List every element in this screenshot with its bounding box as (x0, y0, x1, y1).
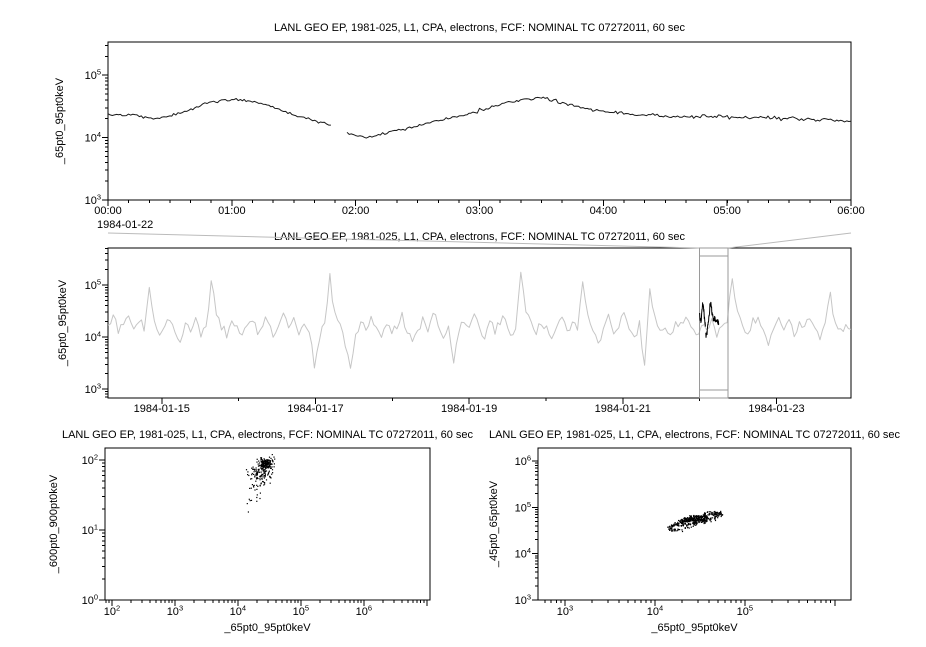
zoom-connector-left (107, 232, 700, 249)
panel-scatter-left: LANL GEO EP, 1981-025, L1, CPA, electron… (48, 429, 474, 634)
svg-text:01:00: 01:00 (218, 205, 246, 217)
svg-text:03:00: 03:00 (466, 205, 494, 217)
top-series-line (107, 98, 331, 126)
svg-text:103: 103 (85, 382, 101, 397)
plot-area[interactable] (107, 247, 852, 399)
plot-title: LANL GEO EP, 1981-025, L1, CPA, electron… (62, 429, 474, 441)
svg-text:104: 104 (515, 546, 531, 561)
svg-text:104: 104 (85, 330, 101, 345)
highlighted-interval-line (699, 302, 706, 327)
svg-text:1984-01-19: 1984-01-19 (441, 403, 497, 415)
svg-text:1984-01-17: 1984-01-17 (287, 403, 343, 415)
svg-text:104: 104 (647, 604, 663, 619)
svg-text:06:00: 06:00 (837, 205, 865, 217)
svg-text:1984-01-21: 1984-01-21 (595, 403, 651, 415)
plot-title: LANL GEO EP, 1981-025, L1, CPA, electron… (274, 22, 686, 34)
scatter-points (245, 454, 276, 513)
svg-text:1984-01-23: 1984-01-23 (748, 403, 804, 415)
svg-text:105: 105 (85, 277, 101, 292)
svg-text:00:00: 00:00 (94, 205, 122, 217)
plot-title: LANL GEO EP, 1981-025, L1, CPA, electron… (274, 231, 686, 243)
plot-area[interactable] (107, 41, 852, 201)
svg-text:105: 105 (293, 604, 309, 619)
svg-text:103: 103 (167, 604, 183, 619)
scatter-right-content: 103 104 105 106 103 104 105 (515, 453, 836, 619)
x-axis-label: _65pt0_95pt0keV (650, 622, 738, 634)
context-series-line (107, 271, 852, 369)
svg-text:104: 104 (230, 604, 246, 619)
panel-scatter-right: LANL GEO EP, 1981-025, L1, CPA, electron… (488, 429, 901, 634)
y-axis-label: _65pt0_95pt0keV (54, 77, 66, 165)
zoom-selection-box[interactable] (699, 247, 729, 399)
zoom-connector-right (728, 232, 852, 249)
svg-text:100: 100 (82, 593, 98, 608)
plot-area[interactable] (104, 447, 431, 601)
svg-text:106: 106 (515, 453, 531, 468)
svg-text:103: 103 (515, 593, 531, 608)
top-series-line (346, 96, 852, 139)
svg-text:104: 104 (85, 130, 101, 145)
svg-text:106: 106 (356, 604, 372, 619)
y-axis-label: _45pt0_65pt0keV (488, 480, 500, 568)
y-axis-label: _65pt0_95pt0keV (57, 279, 69, 367)
svg-text:05:00: 05:00 (713, 205, 741, 217)
panel-context-overview: LANL GEO EP, 1981-025, L1, CPA, electron… (57, 231, 852, 415)
svg-text:105: 105 (515, 500, 531, 515)
plot-area[interactable] (537, 447, 852, 601)
panel-top-timeseries: LANL GEO EP, 1981-025, L1, CPA, electron… (54, 22, 865, 231)
svg-text:103: 103 (557, 604, 573, 619)
context-date-label: 1984-01-22 (97, 219, 153, 231)
x-axis-label: _65pt0_95pt0keV (223, 622, 311, 634)
y-axis-label: _600pt0_900pt0keV (48, 474, 60, 574)
highlighted-interval-line (705, 301, 720, 338)
svg-text:102: 102 (104, 604, 120, 619)
plot-title: LANL GEO EP, 1981-025, L1, CPA, electron… (489, 429, 901, 441)
svg-text:105: 105 (737, 604, 753, 619)
svg-text:04:00: 04:00 (590, 205, 618, 217)
svg-text:102: 102 (82, 452, 98, 467)
svg-text:1984-01-15: 1984-01-15 (134, 403, 190, 415)
svg-text:02:00: 02:00 (342, 205, 370, 217)
svg-text:105: 105 (85, 68, 101, 83)
scatter-points (667, 510, 724, 533)
scatter-left-content: 100 101 102 102 103 104 105 106 (82, 452, 428, 619)
context-plot-content: 103 104 105 1984-01-15 1984-01-17 1984-01-19 1… (85, 232, 852, 415)
svg-text:101: 101 (82, 522, 98, 537)
